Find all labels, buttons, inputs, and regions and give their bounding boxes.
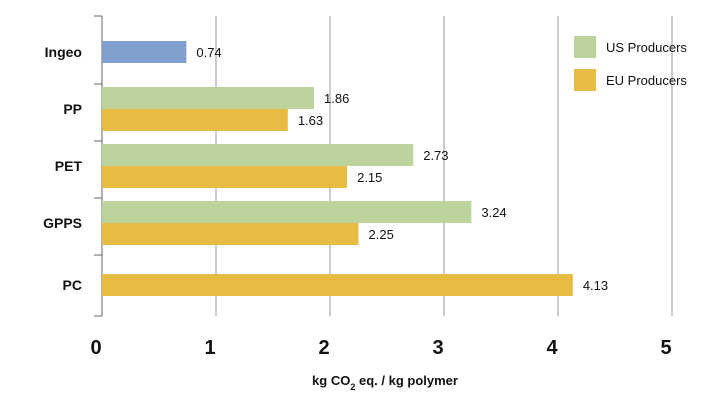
x-tick-labels: 0 1 2 3 4 5 xyxy=(90,337,671,359)
legend: US Producers EU Producers xyxy=(574,36,687,91)
bar-pet-eu-producers xyxy=(102,166,348,188)
category-labels: Ingeo PP PET GPPS PC xyxy=(43,44,82,293)
value-label-pc-0: 4.13 xyxy=(583,278,608,293)
value-label-ingeo-0: 0.74 xyxy=(196,45,221,60)
legend-label-0: US Producers xyxy=(606,40,687,55)
x-tick-3: 3 xyxy=(432,337,443,359)
legend-swatch-1 xyxy=(574,69,596,91)
x-tick-1: 1 xyxy=(204,337,215,359)
value-label-gpps-1: 2.25 xyxy=(369,227,394,242)
category-label-pet: PET xyxy=(55,158,83,174)
category-label-gpps: GPPS xyxy=(43,215,82,231)
bar-pet-us-producers xyxy=(102,144,414,166)
category-label-pc: PC xyxy=(63,277,82,293)
legend-swatch-0 xyxy=(574,36,596,58)
bar-pp-eu-producers xyxy=(102,109,288,131)
bar-pp-us-producers xyxy=(102,87,315,109)
value-labels: 0.74 1.861.63 2.73 2.15 3.24 2.25 4.13 xyxy=(196,45,608,293)
legend-label-1: EU Producers xyxy=(606,73,687,88)
x-tick-5: 5 xyxy=(660,337,671,359)
x-axis-label: kg CO2 eq. / kg polymer xyxy=(312,373,458,392)
bar-pc-eu-producers xyxy=(102,274,573,296)
x-axis-label-rest: eq. / kg polymer xyxy=(355,373,458,388)
bar-gpps-eu-producers xyxy=(102,223,359,245)
value-label-pp-0: 1.86 xyxy=(324,91,349,106)
x-axis-label-subscript: 2 xyxy=(350,382,355,392)
bars xyxy=(102,41,573,296)
x-axis-label-main: kg CO xyxy=(312,373,350,388)
value-label-gpps-0: 3.24 xyxy=(481,205,506,220)
category-label-ingeo: Ingeo xyxy=(45,44,82,60)
bar-ingeo-ingeo xyxy=(102,41,187,63)
category-label-pp: PP xyxy=(63,101,82,117)
bar-gpps-us-producers xyxy=(102,201,472,223)
x-tick-0: 0 xyxy=(90,337,101,359)
value-label-pet-0: 2.73 xyxy=(423,148,448,163)
x-tick-4: 4 xyxy=(546,337,558,359)
value-label-pp-1: 1.63 xyxy=(298,113,323,128)
x-tick-2: 2 xyxy=(318,337,329,359)
value-label-pet-1: 2.15 xyxy=(357,170,382,185)
